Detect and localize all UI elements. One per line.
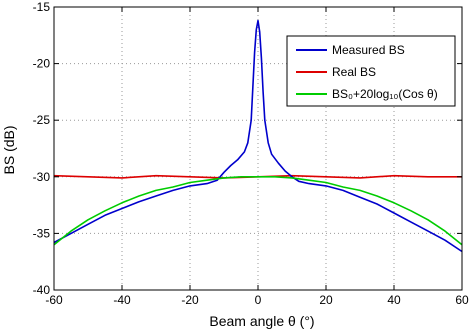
x-tick-label: 20 — [319, 293, 333, 307]
x-tick-label: 0 — [255, 293, 262, 307]
y-tick-label: -30 — [33, 170, 51, 184]
x-tick-label: -60 — [45, 293, 63, 307]
series-line-model — [53, 176, 463, 246]
x-tick-label: -20 — [181, 293, 199, 307]
x-tick-label: 60 — [455, 293, 469, 307]
y-tick-label: -25 — [33, 113, 51, 127]
legend-label-real-bs: Real BS — [332, 65, 376, 79]
series-line-measured-bs — [53, 19, 463, 253]
y-axis-label: BS (dB) — [1, 125, 17, 174]
x-axis-label: Beam angle θ (°) — [209, 313, 314, 329]
y-tick-label: -15 — [33, 0, 51, 14]
y-tick-label: -35 — [33, 226, 51, 240]
legend-label-model: BS₀+20log₁₀(Cos θ) — [332, 87, 438, 101]
ticks: -60 -40 -20 0 20 40 60-15-20-25-30-35-40 — [33, 0, 469, 307]
series-layer — [53, 19, 463, 253]
legend: Measured BS Real BS BS₀+20log₁₀(Cos θ) — [286, 35, 456, 107]
y-tick-label: -20 — [33, 57, 51, 71]
x-tick-label: 40 — [387, 293, 401, 307]
legend-label-measured-bs: Measured BS — [332, 43, 405, 57]
y-tick-label: -40 — [33, 283, 51, 297]
x-tick-label: -40 — [113, 293, 131, 307]
